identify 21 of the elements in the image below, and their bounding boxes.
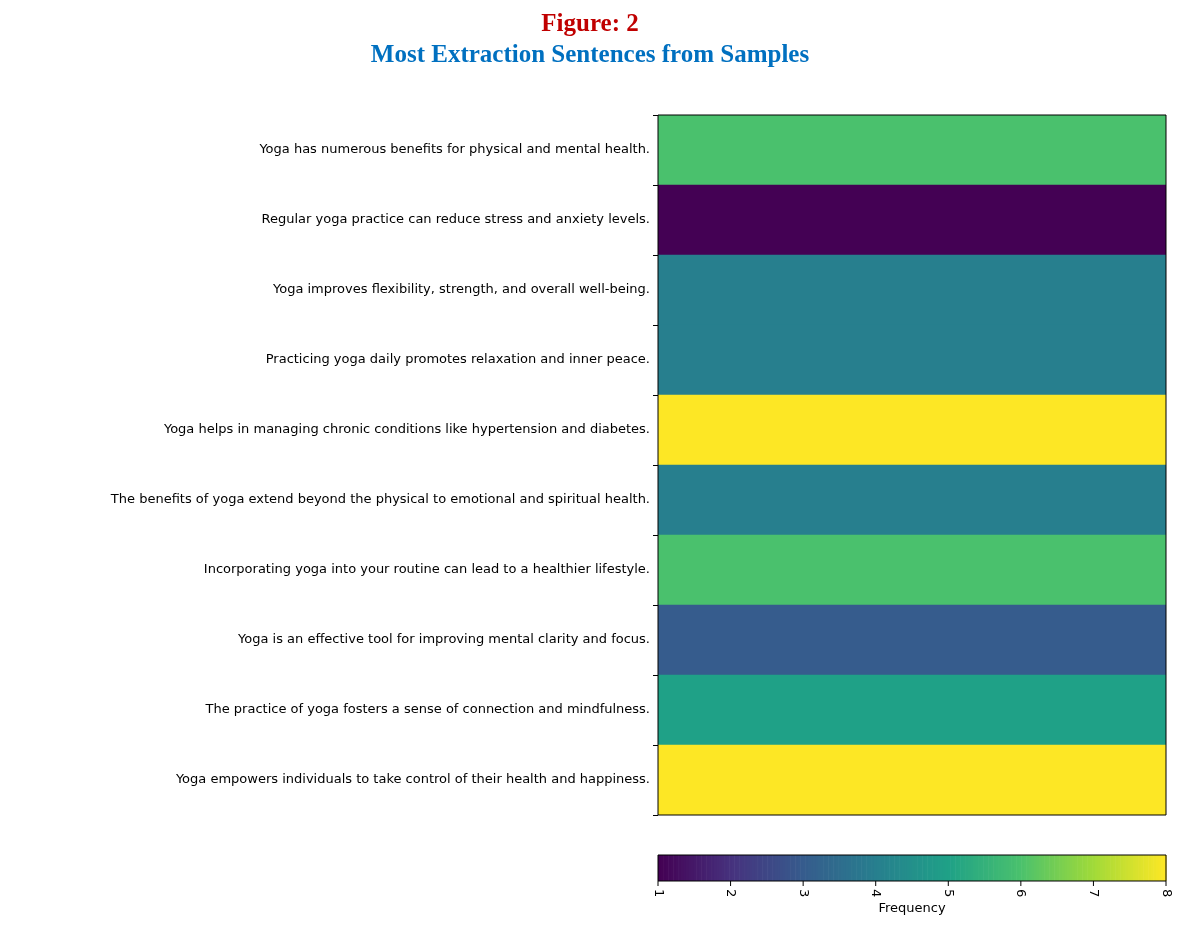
color-bar-label: 2 (724, 889, 740, 898)
y-tick-label: The practice of yoga fosters a sense of connection and mindfulness. (204, 701, 650, 717)
color-bar-label: 1 (651, 889, 667, 898)
y-tick-label: Regular yoga practice can reduce stress and anxiety levels. (261, 211, 650, 227)
y-tick-label: Practicing yoga daily promotes relaxation and inner peace. (265, 351, 650, 367)
y-tick-label: Yoga is an effective tool for improving mental clarity and focus. (237, 631, 650, 647)
y-tick-label: Yoga improves flexibility, strength, and overall well-being. (271, 281, 650, 297)
color-bar-label: 4 (869, 889, 885, 898)
color-bar-label: 5 (941, 889, 957, 898)
color-bar-label: 7 (1087, 889, 1103, 898)
color-bar-title: Frequency (878, 899, 946, 915)
color-bar-label: 3 (796, 889, 812, 898)
y-tick-label: Yoga has numerous benefits for physical and mental health. (258, 141, 650, 157)
color-bar-label: 8 (1159, 889, 1175, 898)
chart-subtitle: Most Extraction Sentences from Samples (369, 39, 811, 69)
y-tick-label: Yoga helps in managing chronic conditions like hypertension and diabetes. (162, 421, 650, 437)
y-tick-label: The benefits of yoga extend beyond the physical to emotional and spiritual health. (109, 491, 650, 507)
color-bar-label: 6 (1014, 889, 1030, 898)
y-tick-label: Incorporating yoga into your routine can lead to a healthier lifestyle. (203, 561, 650, 577)
y-tick-label: Yoga empowers individuals to take control of their health and happiness. (174, 771, 650, 787)
chart-title: Figure: 2 (540, 8, 640, 38)
